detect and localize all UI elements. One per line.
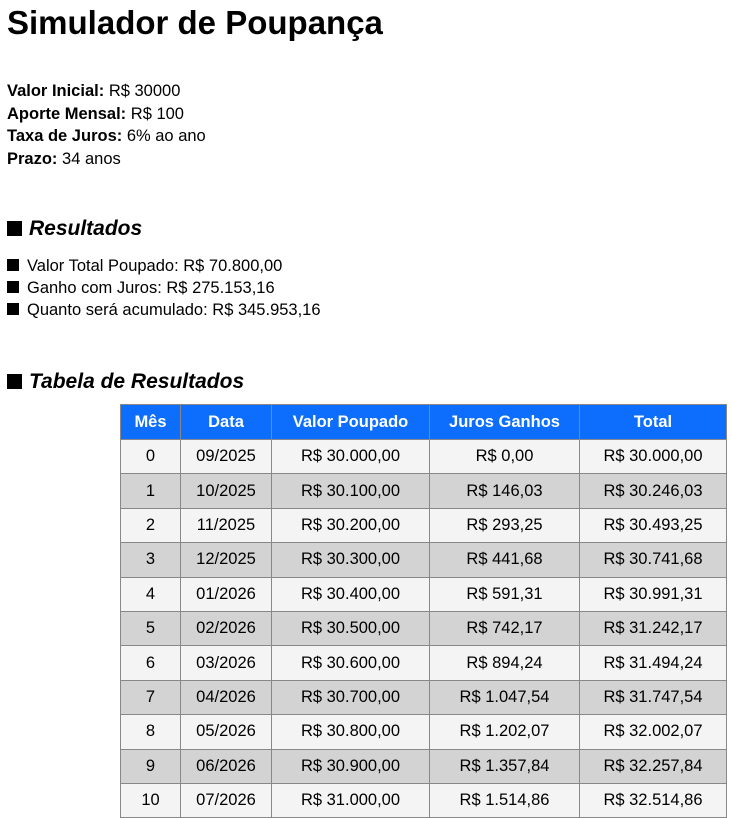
square-bullet-icon	[7, 303, 19, 315]
table-row: 6 03/2026 R$ 30.600,00 R$ 894,24 R$ 31.494,2…	[120, 645, 727, 681]
table-cell: R$ 30.246,03	[579, 473, 727, 509]
table-cell: 02/2026	[180, 610, 272, 647]
table-cell: 5	[120, 610, 181, 647]
table-header-row: Mês Data Valor Poupado Juros Ganhos Tota…	[120, 404, 727, 440]
table-cell: 11/2025	[180, 507, 272, 544]
table-cell: R$ 0,00	[429, 438, 580, 475]
table-cell: R$ 30.400,00	[271, 576, 430, 612]
column-header: Mês	[120, 404, 181, 440]
table-cell: 01/2026	[180, 576, 272, 612]
table-cell: 3	[120, 542, 181, 578]
column-header: Juros Ganhos	[429, 404, 580, 440]
table-cell: 1	[120, 473, 181, 509]
input-summary: Valor Inicial: R$ 30000 Aporte Mensal: R…	[7, 80, 206, 171]
table-cell: 06/2026	[180, 748, 272, 784]
table-cell: R$ 1.357,84	[429, 748, 580, 784]
table-row: 5 02/2026 R$ 30.500,00 R$ 742,17 R$ 31.242,1…	[120, 610, 727, 647]
table-cell: 07/2026	[180, 782, 272, 818]
column-header: Total	[579, 404, 727, 440]
table-row: 2 11/2025 R$ 30.200,00 R$ 293,25 R$ 30.493,2…	[120, 507, 727, 544]
table-cell: 2	[120, 507, 181, 544]
table-cell: 0	[120, 438, 181, 475]
table-row: 0 09/2025 R$ 30.000,00 R$ 0,00 R$ 30.000,00	[120, 438, 727, 475]
column-header: Data	[180, 404, 272, 440]
column-header: Valor Poupado	[271, 404, 430, 440]
table-cell: 7	[120, 679, 181, 716]
table-cell: R$ 894,24	[429, 645, 580, 681]
table-cell: R$ 30.200,00	[271, 507, 430, 544]
table-cell: 10/2025	[180, 473, 272, 509]
page-title: Simulador de Poupança	[7, 4, 383, 41]
table-cell: 8	[120, 714, 181, 750]
results-table: Mês Data Valor Poupado Juros Ganhos Tota…	[120, 404, 727, 818]
table-cell: 09/2025	[180, 438, 272, 475]
table-cell: R$ 30.000,00	[579, 438, 727, 475]
table-cell: 6	[120, 645, 181, 681]
results-list: Valor Total Poupado: R$ 70.800,00 Ganho …	[7, 255, 321, 321]
table-row: 1 10/2025 R$ 30.100,00 R$ 146,03 R$ 30.246,0…	[120, 473, 727, 509]
table-cell: R$ 32.257,84	[579, 748, 727, 784]
table-cell: 04/2026	[180, 679, 272, 716]
table-cell: R$ 30.700,00	[271, 679, 430, 716]
table-row: 3 12/2025 R$ 30.300,00 R$ 441,68 R$ 30.741,6…	[120, 542, 727, 578]
table-row: 9 06/2026 R$ 30.900,00 R$ 1.357,84 R$ 32.257…	[120, 748, 727, 784]
table-cell: 05/2026	[180, 714, 272, 750]
table-cell: R$ 1.202,07	[429, 714, 580, 750]
table-row: 10 07/2026 R$ 31.000,00 R$ 1.514,86 R$ 32.51…	[120, 782, 727, 818]
table-cell: R$ 32.002,07	[579, 714, 727, 750]
interest-rate: Taxa de Juros: 6% ao ano	[7, 127, 206, 146]
table-cell: 03/2026	[180, 645, 272, 681]
monthly-contribution: Aporte Mensal: R$ 100	[7, 104, 184, 123]
results-heading: Resultados	[7, 217, 142, 241]
table-cell: 10	[120, 782, 181, 818]
table-cell: R$ 30.991,31	[579, 576, 727, 612]
table-cell: R$ 1.047,54	[429, 679, 580, 716]
table-cell: R$ 30.900,00	[271, 748, 430, 784]
table-cell: R$ 30.100,00	[271, 473, 430, 509]
square-bullet-icon	[7, 374, 22, 389]
table-cell: R$ 31.000,00	[271, 782, 430, 818]
table-cell: R$ 31.242,17	[579, 610, 727, 647]
table-cell: R$ 441,68	[429, 542, 580, 578]
table-heading: Tabela de Resultados	[7, 370, 244, 394]
table-cell: R$ 30.500,00	[271, 610, 430, 647]
table-cell: R$ 31.494,24	[579, 645, 727, 681]
table-cell: R$ 146,03	[429, 473, 580, 509]
table-cell: R$ 30.000,00	[271, 438, 430, 475]
term: Prazo: 34 anos	[7, 150, 121, 169]
table-cell: R$ 1.514,86	[429, 782, 580, 818]
table-cell: R$ 31.747,54	[579, 679, 727, 716]
table-cell: R$ 30.493,25	[579, 507, 727, 544]
table-cell: R$ 293,25	[429, 507, 580, 544]
table-cell: 4	[120, 576, 181, 612]
list-item: Ganho com Juros: R$ 275.153,16	[7, 277, 321, 299]
table-cell: R$ 32.514,86	[579, 782, 727, 818]
list-item: Quanto será acumulado: R$ 345.953,16	[7, 299, 321, 321]
initial-value: Valor Inicial: R$ 30000	[7, 82, 181, 100]
table-cell: R$ 30.741,68	[579, 542, 727, 578]
table-cell: R$ 591,31	[429, 576, 580, 612]
table-row: 4 01/2026 R$ 30.400,00 R$ 591,31 R$ 30.991,3…	[120, 576, 727, 612]
table-cell: R$ 30.300,00	[271, 542, 430, 578]
square-bullet-icon	[7, 259, 19, 271]
square-bullet-icon	[7, 281, 19, 293]
table-cell: 9	[120, 748, 181, 784]
table-cell: R$ 30.600,00	[271, 645, 430, 681]
table-cell: R$ 30.800,00	[271, 714, 430, 750]
list-item: Valor Total Poupado: R$ 70.800,00	[7, 255, 321, 277]
table-cell: R$ 742,17	[429, 610, 580, 647]
square-bullet-icon	[7, 221, 22, 236]
table-cell: 12/2025	[180, 542, 272, 578]
table-row: 7 04/2026 R$ 30.700,00 R$ 1.047,54 R$ 31.747…	[120, 679, 727, 716]
table-row: 8 05/2026 R$ 30.800,00 R$ 1.202,07 R$ 32.002…	[120, 714, 727, 750]
